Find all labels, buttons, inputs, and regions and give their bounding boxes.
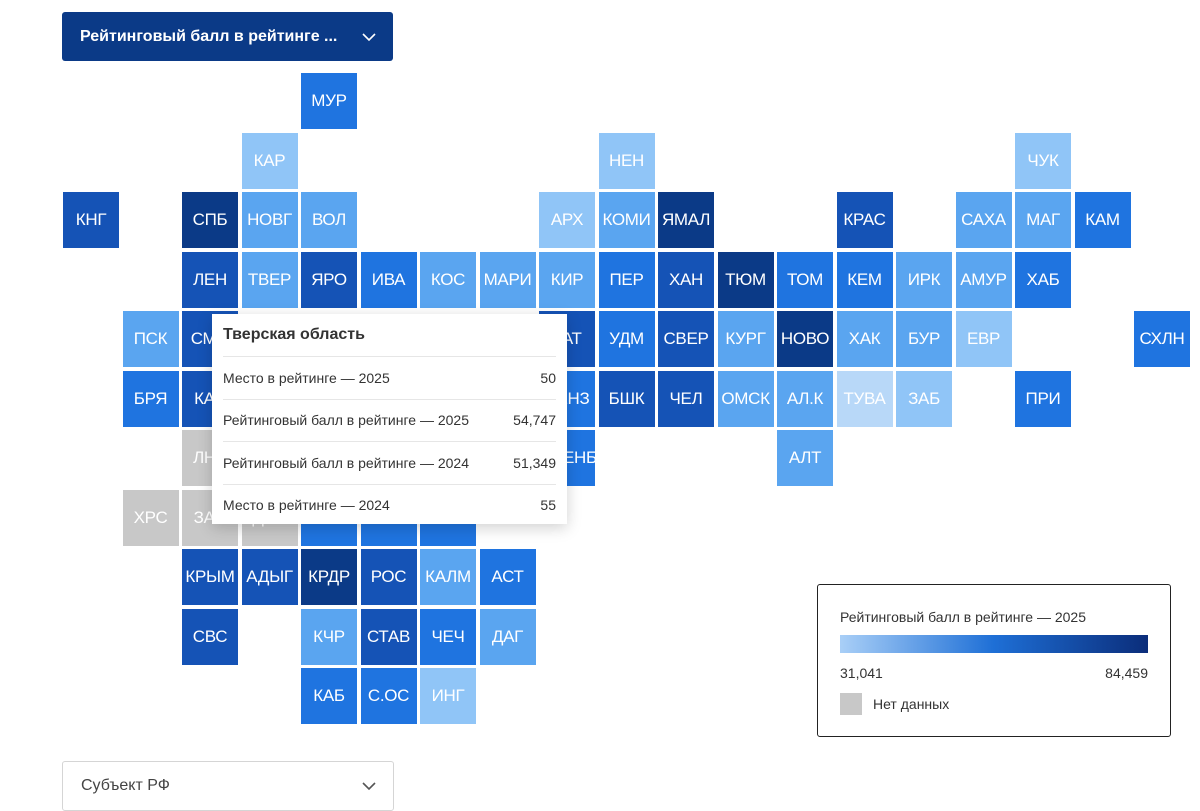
region-tile[interactable]: ЧУК [1015, 132, 1071, 189]
tooltip-title: Тверская область [223, 314, 556, 357]
region-tile[interactable]: АДЫГ [241, 549, 298, 605]
region-tile[interactable]: ИНГ [420, 668, 476, 724]
region-tile[interactable]: ПРИ [1015, 370, 1071, 427]
region-tile[interactable]: ТОМ [777, 251, 833, 308]
region-tile[interactable]: САХА [955, 192, 1012, 248]
chevron-down-icon [362, 32, 376, 41]
region-tile[interactable]: КАЛМ [420, 549, 476, 605]
region-tile[interactable]: ХАН [658, 251, 714, 308]
region-tile[interactable]: КЕМ [836, 251, 893, 308]
region-tile[interactable]: ХРС [122, 489, 179, 546]
region-tile[interactable]: ДАГ [479, 608, 536, 665]
region-tile[interactable]: МАГ [1015, 192, 1071, 248]
tooltip-row: Место в рейтинге — 2025 50 [223, 357, 556, 400]
tooltip-row-value: 54,747 [513, 412, 556, 429]
region-tile[interactable]: КАМ [1074, 192, 1131, 248]
region-tile[interactable]: ЧЕЧ [420, 608, 476, 665]
region-tile[interactable]: СТАВ [360, 608, 417, 665]
region-tile[interactable]: КОС [420, 251, 476, 308]
legend-min: 31,041 [840, 665, 883, 681]
region-tile[interactable]: АЛ.К [777, 370, 833, 427]
region-tile[interactable]: РОС [360, 549, 417, 605]
tooltip-row-label: Рейтинговый балл в рейтинге — 2024 [223, 454, 469, 471]
region-tile[interactable]: КИР [539, 251, 595, 308]
region-tile[interactable]: ПСК [122, 311, 179, 367]
region-select-label: Субъект РФ [81, 777, 170, 794]
region-tile[interactable]: СВС [182, 608, 238, 665]
region-tile[interactable]: УДМ [598, 311, 655, 367]
region-tile[interactable]: ТВЕР [241, 251, 298, 308]
region-tile[interactable]: КРЫМ [182, 549, 238, 605]
region-tile[interactable]: НОВО [777, 311, 833, 367]
region-tile[interactable]: ХАБ [1015, 251, 1071, 308]
region-tile[interactable]: АРХ [539, 192, 595, 248]
tooltip-row: Место в рейтинге — 2024 55 [223, 485, 556, 527]
tooltip-row-value: 50 [540, 369, 556, 386]
metric-select-label: Рейтинговый балл в рейтинге ... [80, 27, 338, 45]
region-tile[interactable]: СХЛН [1134, 311, 1190, 367]
region-tile[interactable]: КАБ [301, 668, 357, 724]
legend-title: Рейтинговый балл в рейтинге — 2025 [840, 609, 1086, 625]
region-tile[interactable]: КЧР [301, 608, 357, 665]
legend-gradient-bar [840, 635, 1148, 653]
region-tile[interactable]: МАРИ [479, 251, 536, 308]
region-tile[interactable]: ИВА [360, 251, 417, 308]
region-tile[interactable]: БУР [896, 311, 952, 367]
tooltip-row: Рейтинговый балл в рейтинге — 2025 54,74… [223, 400, 556, 442]
region-tile[interactable]: КУРГ [717, 311, 774, 367]
region-tile[interactable]: АЛТ [777, 430, 833, 486]
tooltip-row-label: Место в рейтинге — 2025 [223, 369, 390, 386]
region-tile[interactable]: АМУР [955, 251, 1012, 308]
chevron-down-icon [362, 782, 376, 791]
region-tile[interactable]: КНГ [63, 192, 119, 248]
region-tile[interactable]: ЯМАЛ [658, 192, 714, 248]
region-tile[interactable]: С.ОС [360, 668, 417, 724]
region-tile[interactable]: МУР [301, 73, 357, 129]
color-legend: Рейтинговый балл в рейтинге — 2025 31,04… [817, 584, 1171, 737]
region-tooltip: Тверская область Место в рейтинге — 2025… [212, 314, 567, 524]
region-tile[interactable]: КРАС [836, 192, 893, 248]
region-tile[interactable]: ВОЛ [301, 192, 357, 248]
region-tile[interactable]: НОВГ [241, 192, 298, 248]
region-tile[interactable]: ОМСК [717, 370, 774, 427]
region-tile[interactable]: ЯРО [301, 251, 357, 308]
region-tile[interactable]: ТЮМ [717, 251, 774, 308]
region-tile[interactable]: БРЯ [122, 370, 179, 427]
region-tile[interactable]: КАР [241, 132, 298, 189]
region-select[interactable]: Субъект РФ [62, 761, 394, 811]
region-tile[interactable]: КРДР [301, 549, 357, 605]
region-tile[interactable]: ЕВР [955, 311, 1012, 367]
region-tile[interactable]: ЛЕН [182, 251, 238, 308]
tooltip-row: Рейтинговый балл в рейтинге — 2024 51,34… [223, 442, 556, 485]
region-tile[interactable]: ХАК [836, 311, 893, 367]
tooltip-row-value: 51,349 [513, 454, 556, 471]
metric-select[interactable]: Рейтинговый балл в рейтинге ... [62, 12, 393, 61]
tooltip-row-label: Место в рейтинге — 2024 [223, 497, 390, 514]
region-tile[interactable]: ПЕР [598, 251, 655, 308]
region-tile[interactable]: КОМИ [598, 192, 655, 248]
region-tile[interactable]: СВЕР [658, 311, 714, 367]
region-tile[interactable]: ТУВА [836, 370, 893, 427]
region-tile[interactable]: БШК [598, 370, 655, 427]
tooltip-row-label: Рейтинговый балл в рейтинге — 2025 [223, 412, 469, 429]
legend-nodata-label: Нет данных [873, 696, 950, 712]
region-tile[interactable]: ИРК [896, 251, 952, 308]
tooltip-row-value: 55 [540, 497, 556, 514]
region-tile[interactable]: НЕН [598, 132, 655, 189]
region-tile[interactable]: АСТ [479, 549, 536, 605]
region-tile[interactable]: ЗАБ [896, 370, 952, 427]
region-tile[interactable]: СПБ [182, 192, 238, 248]
legend-nodata-swatch [840, 693, 862, 715]
region-tile[interactable]: ЧЕЛ [658, 370, 714, 427]
legend-max: 84,459 [1105, 665, 1148, 681]
